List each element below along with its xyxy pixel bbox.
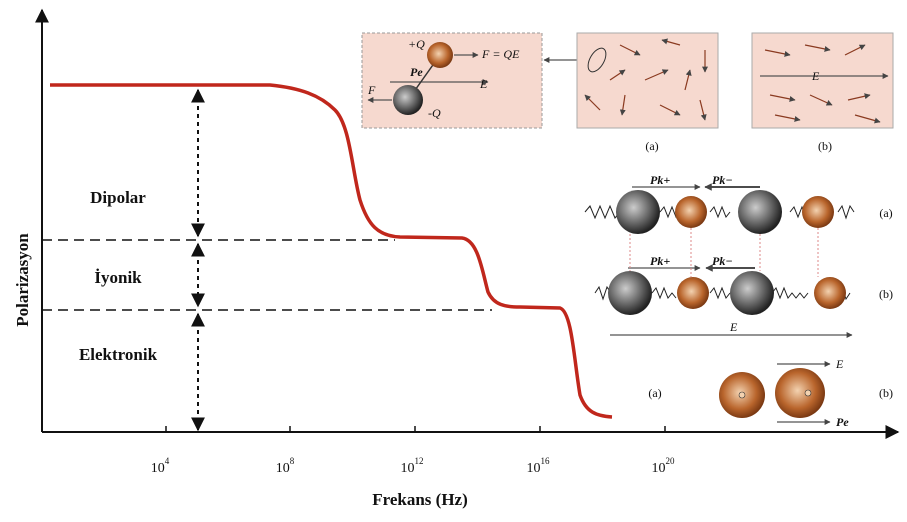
guides [630,228,818,277]
x-tick-label: 104 [151,456,170,476]
polarization-curve [50,85,612,417]
y-axis-label: Polarizasyon [13,233,32,327]
exp: 12 [415,456,424,466]
ionic-chain-b [595,268,852,335]
x-axis-label: Frekans (Hz) [372,490,468,509]
label: F [367,83,376,97]
atom-polarized [775,368,825,418]
negative-charge [393,85,423,115]
label: E [835,357,844,371]
exp: 4 [165,456,170,466]
caption: (a) [879,206,892,220]
region-label: Elektronik [79,345,158,364]
exp: 16 [541,456,551,466]
caption: (b) [879,386,893,400]
region-label: İyonik [94,268,142,287]
exp: 20 [666,456,676,466]
positive-charge [427,42,453,68]
label: E [729,320,738,334]
exp: 8 [290,456,295,466]
base: 10 [652,461,666,476]
base: 10 [527,461,541,476]
x-tick-label: 108 [276,456,295,476]
region-label: Dipolar [90,188,146,207]
label: Pe [410,65,423,79]
polarization-diagram: 104 108 1012 1016 1020 Frekans (Hz) Pola… [0,0,907,522]
label: Pk+ [650,254,670,268]
nucleus [739,392,745,398]
x-tick-label: 1012 [401,456,424,476]
label: Pk− [712,254,733,268]
ionic-chain-a [585,187,854,234]
random-dipoles [577,33,718,128]
nucleus [805,390,811,396]
label: +Q [408,37,425,51]
base: 10 [151,461,165,476]
label: E [479,77,488,91]
base: 10 [276,461,290,476]
caption: (a) [648,386,661,400]
label: Pk− [712,173,733,187]
caption: (b) [818,139,832,153]
label: E [811,69,820,83]
caption: (a) [645,139,658,153]
aligned-dipoles [752,33,893,128]
label: -Q [428,106,441,120]
base: 10 [401,461,415,476]
x-tick-label: 1016 [527,456,551,476]
label: Pe [836,415,849,429]
label: Pk+ [650,173,670,187]
x-tick-label: 1020 [652,456,676,476]
label: F = QE [481,47,520,61]
caption: (b) [879,287,893,301]
